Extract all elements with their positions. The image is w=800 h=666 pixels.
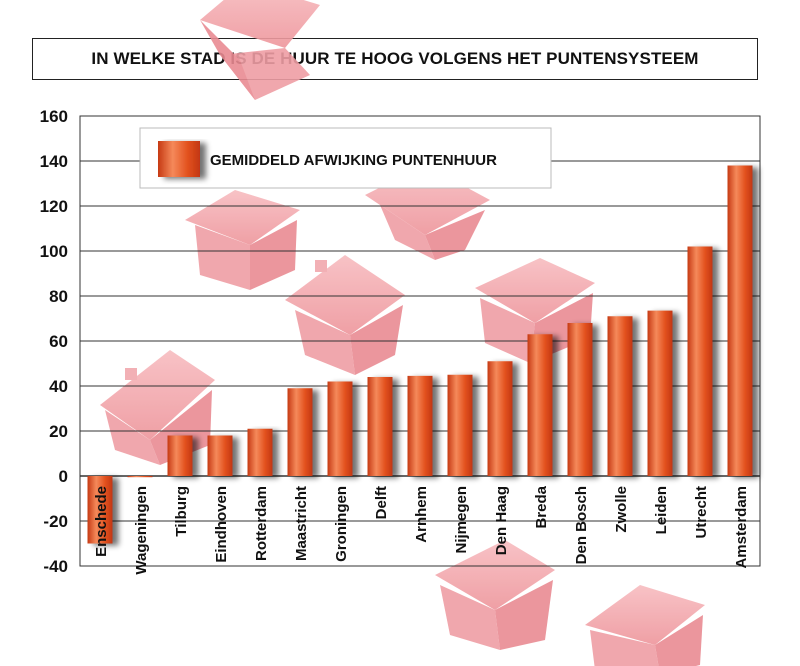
x-tick-label: Arnhem: [413, 486, 430, 543]
legend-label: GEMIDDELD AFWIJKING PUNTENHUUR: [210, 152, 497, 169]
y-tick-label: 40: [49, 377, 68, 396]
y-tick-label: 80: [49, 287, 68, 306]
bar-zwolle: [607, 316, 633, 476]
bar-leiden: [647, 310, 673, 476]
y-axis-ticks: 160 140 120 100 80 60 40 20 0 -20 -40: [40, 107, 68, 576]
bar-eindhoven: [207, 435, 233, 476]
bar-rotterdam: [247, 428, 273, 476]
x-tick-label: Delft: [373, 486, 390, 519]
y-tick-label: 120: [40, 197, 68, 216]
x-tick-label: Groningen: [333, 486, 350, 562]
x-tick-label: Zwolle: [613, 486, 630, 533]
x-tick-label: Amsterdam: [733, 486, 750, 569]
x-tick-label: Den Bosch: [573, 486, 590, 564]
x-tick-label: Den Haag: [493, 486, 510, 555]
house-icon: [285, 255, 405, 375]
bar-utrecht: [687, 246, 713, 476]
bar-enschede: [87, 476, 113, 544]
house-icon: [435, 540, 555, 650]
x-axis-labels: Enschede Wageningen Tilburg Eindhoven Rotter…: [93, 485, 750, 574]
x-tick-label: Enschede: [93, 486, 110, 557]
bar-amsterdam: [727, 165, 753, 476]
bar-maastricht: [287, 388, 313, 476]
x-tick-label: Tilburg: [173, 486, 190, 537]
bar-arnhem: [407, 375, 433, 476]
x-tick-label: Rotterdam: [253, 486, 270, 561]
house-icon: [585, 585, 705, 666]
y-tick-label: -40: [43, 557, 68, 576]
x-tick-label: Nijmegen: [453, 486, 470, 554]
bar-nijmegen: [447, 374, 473, 476]
y-tick-label: 60: [49, 332, 68, 351]
house-icon: [200, 0, 320, 100]
bar-delft: [367, 377, 393, 476]
x-tick-label: Eindhoven: [213, 486, 230, 563]
y-tick-label: -20: [43, 512, 68, 531]
bar-den-haag: [487, 361, 513, 476]
y-tick-label: 100: [40, 242, 68, 261]
y-tick-label: 0: [59, 467, 68, 486]
y-tick-label: 20: [49, 422, 68, 441]
bar-wageningen: [127, 476, 153, 478]
legend-box: [139, 127, 552, 189]
x-tick-label: Breda: [533, 485, 550, 528]
y-tick-label: 160: [40, 107, 68, 126]
plot-area-border: [79, 115, 761, 567]
bar-groningen: [327, 381, 353, 476]
bar-breda: [527, 334, 553, 476]
x-tick-label: Leiden: [653, 486, 670, 534]
house-icon: [185, 190, 300, 290]
bar-tilburg: [167, 435, 193, 476]
house-icon: [100, 350, 215, 465]
y-tick-label: 140: [40, 152, 68, 171]
x-tick-label: Wageningen: [133, 486, 150, 575]
x-tick-label: Maastricht: [293, 486, 310, 561]
x-tick-label: Utrecht: [693, 486, 710, 539]
bars: [87, 165, 753, 544]
bar-den-bosch: [567, 323, 593, 476]
legend: GEMIDDELD AFWIJKING PUNTENHUUR: [139, 127, 552, 189]
legend-swatch: [158, 141, 200, 177]
